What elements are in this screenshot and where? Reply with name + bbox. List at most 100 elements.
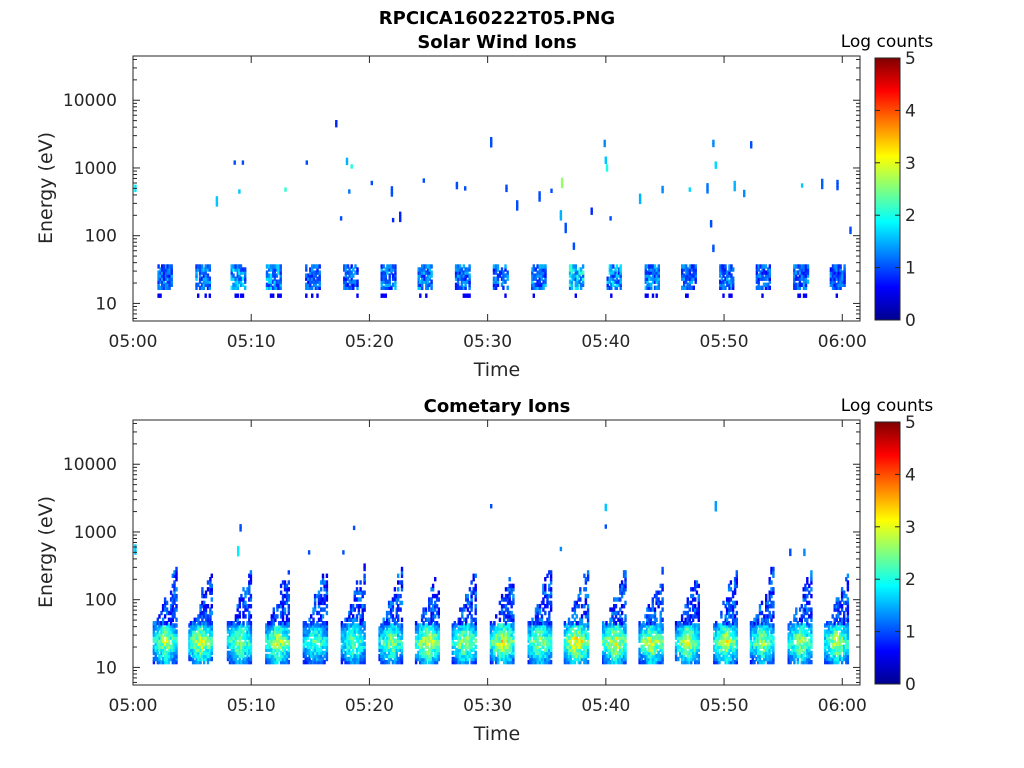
heatmap-cell	[542, 587, 545, 592]
heatmap-cell	[466, 635, 469, 640]
heatmap-cell	[575, 629, 578, 634]
heatmap-cell	[470, 656, 473, 662]
heatmap-cell	[726, 282, 729, 287]
heatmap-cell	[614, 635, 618, 640]
heatmap-cell	[683, 282, 686, 287]
heatmap-cell	[361, 656, 364, 662]
heatmap-cell	[649, 607, 653, 612]
heatmap-cell	[644, 650, 647, 656]
heatmap-cell	[156, 617, 159, 622]
heatmap-cell	[510, 638, 513, 643]
heatmap-cell	[313, 607, 317, 612]
heatmap-cell	[508, 656, 511, 662]
heatmap-cell	[753, 659, 756, 665]
heatmap-cell	[168, 267, 171, 272]
heatmap-cell	[724, 617, 727, 622]
heatmap-cell	[308, 656, 311, 662]
heatmap-cell	[380, 653, 383, 659]
heatmap-cell	[472, 647, 475, 653]
heatmap-cell	[393, 641, 397, 646]
heatmap-point	[750, 141, 753, 146]
heatmap-cell	[152, 638, 156, 643]
heatmap-cell	[729, 656, 733, 662]
heatmap-cell	[578, 279, 581, 284]
heatmap-cell	[802, 276, 806, 281]
heatmap-cell	[246, 635, 249, 640]
heatmap-cell	[361, 638, 364, 643]
heatmap-cell	[276, 604, 279, 609]
heatmap-cell	[695, 644, 699, 649]
heatmap-cell	[321, 577, 325, 582]
heatmap-cell	[232, 650, 235, 656]
heatmap-cell	[171, 593, 174, 599]
heatmap-cell	[510, 623, 513, 628]
heatmap-cell	[569, 647, 572, 653]
heatmap-cell	[762, 267, 766, 272]
heatmap-cell	[308, 623, 311, 628]
heatmap-cell	[244, 593, 247, 599]
heatmap-cell	[399, 635, 402, 640]
heatmap-cell	[733, 641, 737, 646]
heatmap-cell	[584, 656, 588, 662]
heatmap-cell	[248, 614, 251, 619]
heatmap-cell	[753, 650, 756, 656]
heatmap-cell	[278, 604, 281, 609]
heatmap-cell	[508, 597, 511, 602]
heatmap-cell	[549, 635, 553, 640]
heatmap-cell	[751, 641, 754, 646]
heatmap-cell	[285, 638, 289, 643]
heatmap-cell	[395, 600, 398, 606]
heatmap-cell	[199, 638, 202, 643]
heatmap-cell	[191, 644, 195, 649]
heatmap-cell	[267, 623, 270, 628]
heatmap-cell	[302, 650, 306, 656]
heatmap-cell	[344, 653, 347, 659]
heatmap-cell	[470, 604, 473, 609]
heatmap-cell	[506, 653, 510, 659]
heatmap-cell	[586, 610, 590, 616]
heatmap-point	[559, 213, 563, 218]
heatmap-cell	[234, 641, 238, 646]
heatmap-cell	[719, 270, 722, 275]
heatmap-cell	[209, 650, 212, 656]
heatmap-cell	[504, 632, 508, 637]
heatmap-cell	[468, 587, 472, 592]
heatmap-cell	[657, 623, 660, 628]
heatmap-cell	[607, 623, 610, 628]
heatmap-cell	[344, 285, 348, 290]
heatmap-cell	[246, 607, 249, 612]
heatmap-cell	[770, 647, 773, 653]
heatmap-point	[350, 164, 353, 169]
heatmap-cell	[695, 653, 699, 659]
heatmap-cell	[281, 653, 285, 659]
heatmap-cell	[584, 650, 588, 656]
heatmap-cell	[504, 614, 508, 619]
heatmap-cell	[638, 659, 641, 665]
heatmap-cell	[313, 644, 317, 649]
heatmap-cell	[434, 626, 437, 631]
heatmap-cell	[400, 580, 404, 585]
heatmap-cell	[244, 644, 247, 649]
heatmap-cell	[285, 629, 289, 634]
heatmap-cell	[317, 659, 321, 665]
heatmap-cell	[391, 647, 395, 653]
heatmap-cell	[173, 600, 176, 606]
heatmap-cell	[472, 653, 475, 659]
heatmap-cell	[798, 273, 802, 278]
heatmap-cell	[206, 276, 210, 281]
heatmap-cell	[431, 635, 435, 640]
heatmap-cell	[310, 650, 313, 656]
heatmap-cell	[753, 644, 756, 649]
heatmap-point	[233, 160, 236, 165]
heatmap-cell	[210, 583, 213, 589]
heatmap-cell	[281, 600, 285, 606]
heatmap-cell	[244, 650, 247, 656]
heatmap-cell	[171, 650, 174, 656]
heatmap-cell	[197, 650, 200, 656]
heatmap-cell	[793, 276, 796, 281]
heatmap-cell	[163, 653, 167, 659]
heatmap-cell	[272, 610, 275, 616]
heatmap-cell	[718, 626, 721, 631]
heatmap-cell	[378, 647, 381, 653]
heatmap-cell	[686, 641, 689, 646]
